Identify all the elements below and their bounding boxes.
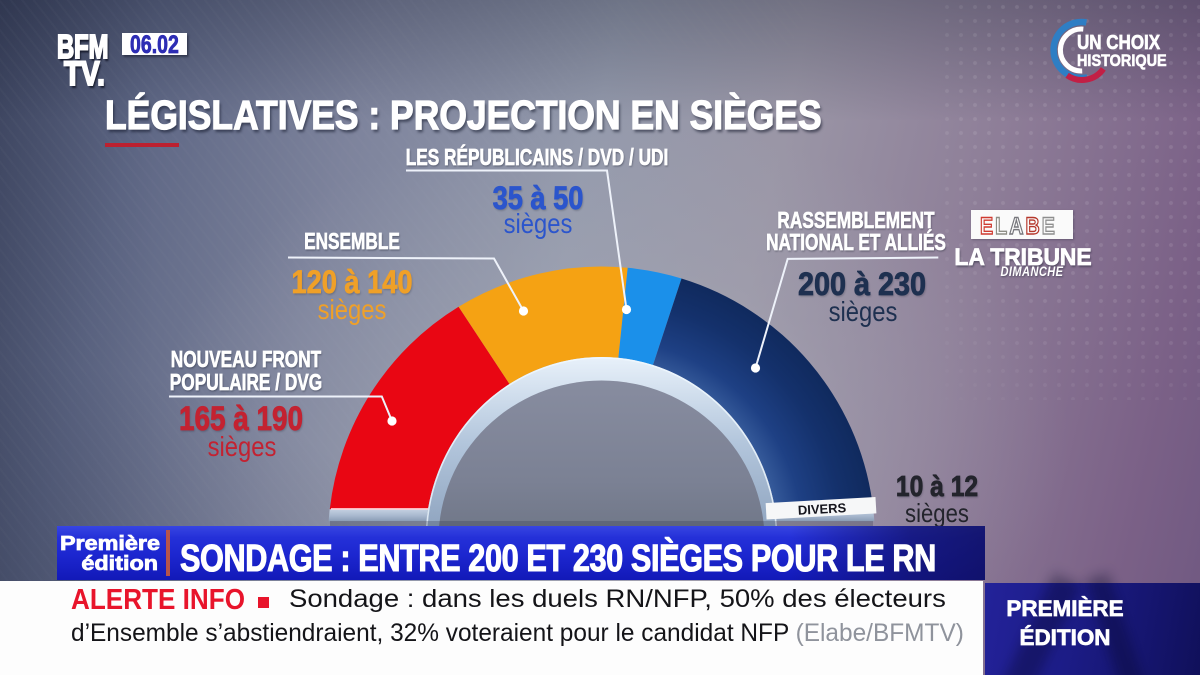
svg-text:DIVERS: DIVERS bbox=[797, 500, 846, 518]
